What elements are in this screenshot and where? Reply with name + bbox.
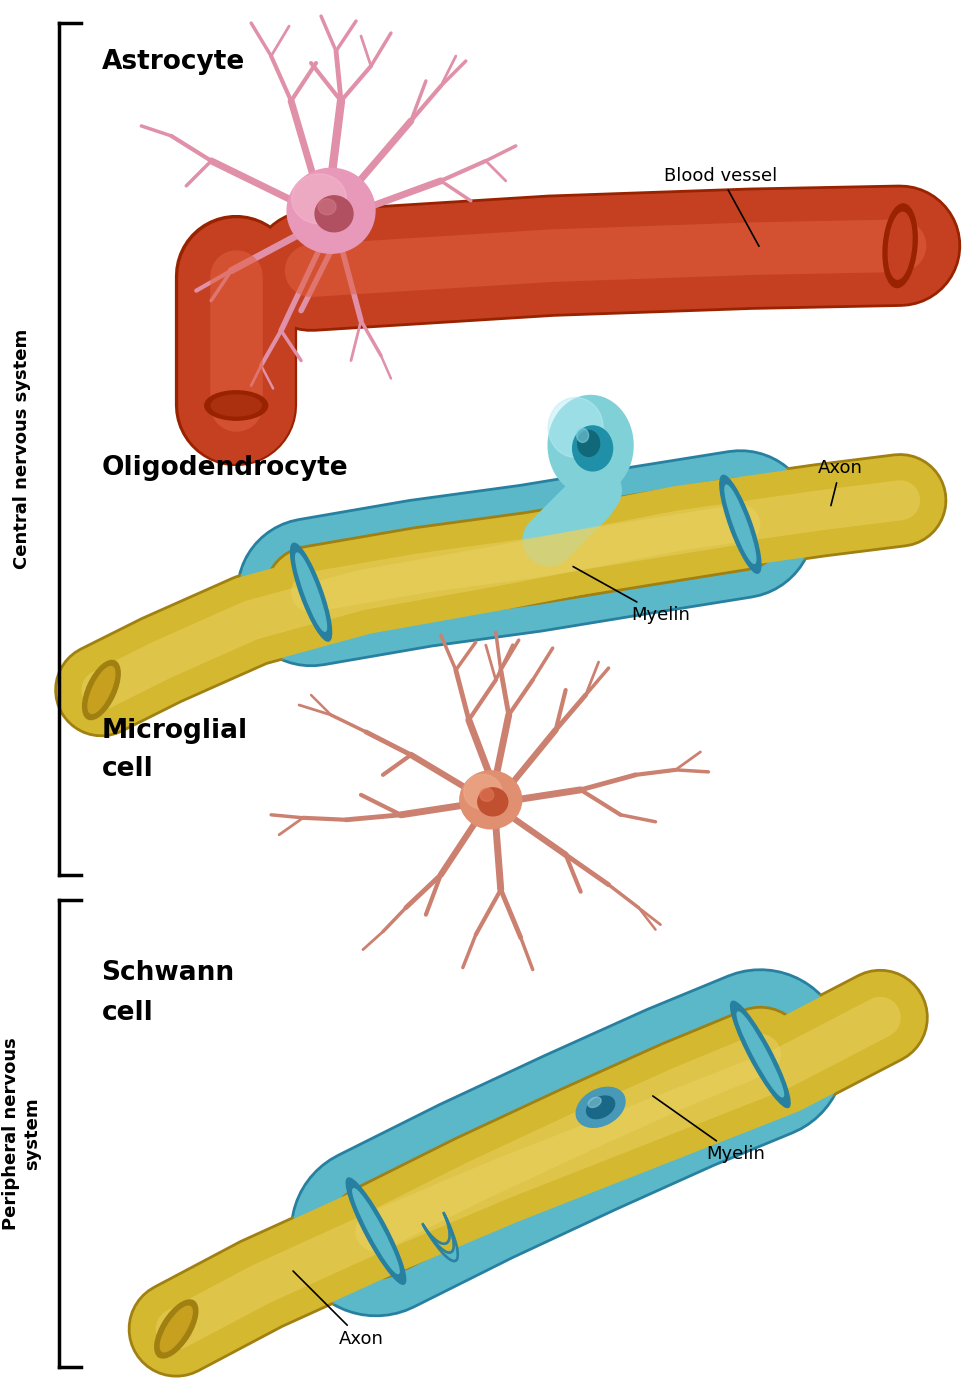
Ellipse shape [211, 395, 261, 416]
Ellipse shape [204, 391, 267, 420]
Ellipse shape [719, 475, 760, 573]
Ellipse shape [291, 543, 331, 641]
Text: cell: cell [102, 999, 153, 1026]
Ellipse shape [318, 199, 335, 215]
Ellipse shape [730, 1001, 790, 1108]
Ellipse shape [160, 1307, 192, 1352]
Ellipse shape [296, 553, 327, 631]
Text: Myelin: Myelin [573, 567, 689, 624]
Ellipse shape [353, 1188, 399, 1273]
Ellipse shape [724, 485, 755, 563]
Ellipse shape [547, 396, 633, 495]
Text: Axon: Axon [293, 1270, 383, 1348]
Ellipse shape [287, 168, 375, 253]
Text: Peripheral nervous
system: Peripheral nervous system [2, 1037, 41, 1230]
Ellipse shape [88, 667, 114, 713]
Ellipse shape [155, 1300, 198, 1358]
Text: Central nervous system: Central nervous system [13, 329, 30, 569]
Ellipse shape [480, 788, 493, 801]
Ellipse shape [736, 1012, 783, 1097]
Ellipse shape [578, 431, 599, 456]
Ellipse shape [263, 238, 338, 288]
Ellipse shape [576, 1087, 624, 1127]
Text: cell: cell [102, 756, 153, 783]
Ellipse shape [587, 1097, 601, 1108]
Ellipse shape [888, 213, 911, 279]
Text: Oligodendrocyte: Oligodendrocyte [102, 456, 348, 481]
Ellipse shape [292, 174, 346, 224]
Ellipse shape [459, 771, 521, 828]
Text: Blood vessel: Blood vessel [663, 167, 776, 246]
Text: Schwann: Schwann [102, 959, 234, 986]
Ellipse shape [547, 398, 603, 457]
Ellipse shape [463, 774, 501, 809]
Ellipse shape [346, 1177, 405, 1284]
Ellipse shape [315, 196, 353, 232]
Ellipse shape [265, 234, 357, 317]
Ellipse shape [882, 204, 917, 288]
Ellipse shape [82, 660, 120, 720]
Text: Astrocyte: Astrocyte [102, 49, 244, 75]
Ellipse shape [478, 788, 507, 816]
Ellipse shape [576, 428, 588, 442]
Text: Microglial: Microglial [102, 719, 247, 744]
Text: Myelin: Myelin [652, 1095, 764, 1163]
Text: Axon: Axon [817, 459, 861, 506]
Ellipse shape [586, 1097, 614, 1119]
Ellipse shape [572, 425, 612, 471]
